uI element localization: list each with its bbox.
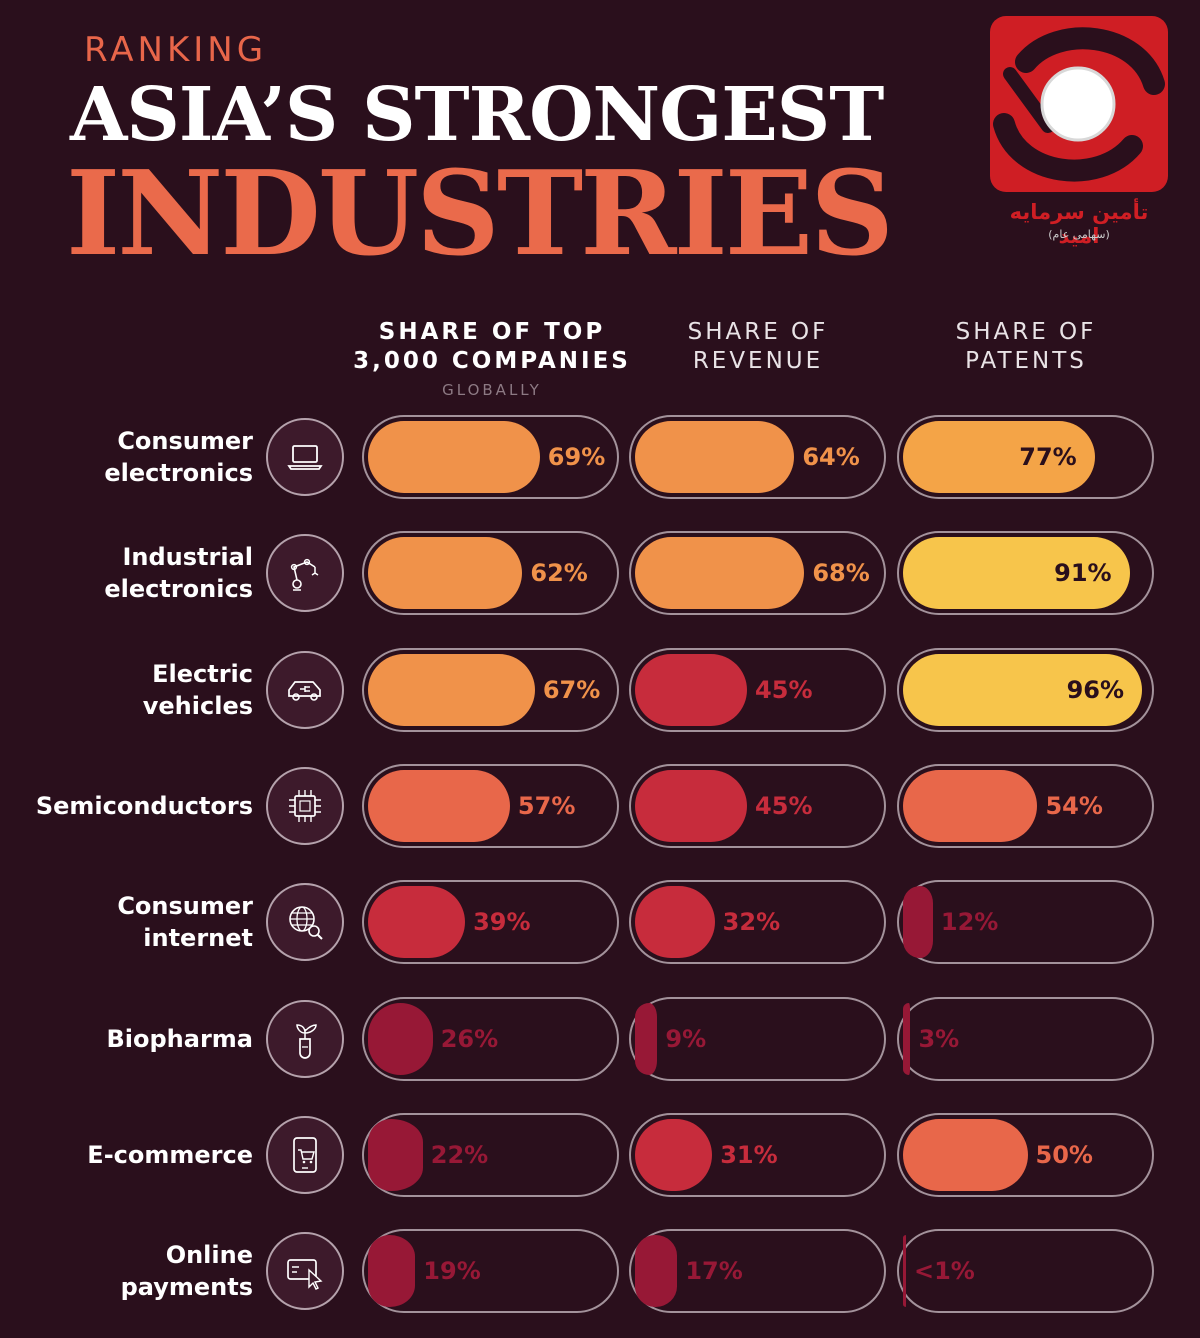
bar-track-companies: 39% (362, 880, 619, 964)
laptop-icon (266, 418, 344, 496)
logo-sub: (سهامی عام) (1048, 228, 1110, 241)
bar-fill (368, 537, 523, 609)
row-label: E-commerce (87, 1141, 253, 1169)
column-header-companies: SHARE OF TOP 3,000 COMPANIES (353, 319, 631, 374)
omid-logo-icon (990, 16, 1168, 192)
bar-fill (635, 654, 748, 726)
column-header-revenue: SHARE OF REVENUE (687, 319, 829, 374)
bar-track-revenue: 17% (629, 1229, 886, 1313)
column-header-patents: SHARE OF PATENTS (955, 319, 1097, 374)
bar-track-patents: 12% (897, 880, 1154, 964)
value-label: 17% (685, 1257, 743, 1285)
value-label: 19% (423, 1257, 481, 1285)
value-label: 39% (473, 908, 531, 936)
bar-track-companies: 57% (362, 764, 619, 848)
bar-fill (368, 421, 540, 493)
row-label: Electric vehicles (142, 660, 253, 720)
value-label: 67% (542, 676, 601, 704)
value-label: 64% (802, 443, 860, 471)
bar-fill (635, 1119, 713, 1191)
bar-fill (903, 1119, 1028, 1191)
bar-track-patents: 91% (897, 531, 1154, 615)
bar-fill (903, 421, 1095, 493)
bar-track-companies: 19% (362, 1229, 619, 1313)
globe-search-icon (266, 883, 344, 961)
bar-fill (903, 1003, 911, 1075)
bar-track-revenue: 9% (629, 997, 886, 1081)
bar-track-patents: 77% (897, 415, 1154, 499)
bar-track-revenue: 32% (629, 880, 886, 964)
bar-fill (368, 1119, 423, 1191)
bar-fill (368, 654, 535, 726)
row-label: Consumer electronics (104, 427, 253, 487)
bar-fill (635, 1003, 658, 1075)
bar-fill (635, 537, 805, 609)
value-label: 26% (440, 1025, 499, 1053)
value-label: 54% (1045, 792, 1103, 820)
value-label: 91% (1054, 559, 1112, 587)
bar-track-patents: 54% (897, 764, 1154, 848)
value-label: 50% (1035, 1141, 1093, 1169)
value-label: 68% (812, 559, 870, 587)
bar-fill (368, 886, 466, 958)
bar-fill (903, 537, 1130, 609)
mobile-cart-icon (266, 1116, 344, 1194)
value-label: 77% (1019, 443, 1077, 471)
value-label: <1% (914, 1257, 975, 1285)
title-line-2: INDUSTRIES (66, 146, 894, 282)
bar-track-patents: 96% (897, 648, 1154, 732)
ranking-kicker: RANKING (84, 30, 268, 70)
column-subheader-globally: GLOBALLY (442, 381, 542, 399)
row-label: Online payments (120, 1241, 253, 1301)
bar-track-companies: 62% (362, 531, 619, 615)
bar-track-revenue: 68% (629, 531, 886, 615)
value-label: 31% (720, 1141, 778, 1169)
bar-track-companies: 22% (362, 1113, 619, 1197)
title-line-1: ASIA’S STRONGEST (70, 72, 884, 158)
value-label: 69% (547, 443, 606, 471)
bar-track-companies: 26% (362, 997, 619, 1081)
value-label: 96% (1066, 676, 1125, 704)
value-label: 57% (517, 792, 576, 820)
row-label: Industrial electronics (104, 543, 253, 603)
bar-track-companies: 67% (362, 648, 619, 732)
row-label: Consumer internet (117, 892, 253, 952)
bar-fill (635, 421, 795, 493)
logo-name: تأمین سرمایه امید (1009, 200, 1149, 248)
bar-track-companies: 69% (362, 415, 619, 499)
brand-logo: تأمین سرمایه امید (سهامی عام) (988, 14, 1170, 248)
value-label: 45% (755, 676, 813, 704)
bar-fill (635, 1235, 678, 1307)
value-label: 22% (430, 1141, 489, 1169)
bar-track-revenue: 45% (629, 648, 886, 732)
test-tube-plant-icon (266, 1000, 344, 1078)
bar-fill (368, 1235, 416, 1307)
value-label: 45% (755, 792, 813, 820)
value-label: 62% (530, 559, 588, 587)
bar-fill (635, 886, 715, 958)
bar-track-revenue: 45% (629, 764, 886, 848)
electric-car-icon (266, 651, 344, 729)
bar-fill (903, 1235, 906, 1307)
bar-track-revenue: 64% (629, 415, 886, 499)
bar-fill (368, 770, 510, 842)
bar-track-patents: <1% (897, 1229, 1154, 1313)
value-label: 12% (940, 908, 999, 936)
bar-track-revenue: 31% (629, 1113, 886, 1197)
bar-fill (903, 654, 1143, 726)
value-label: 3% (918, 1025, 960, 1053)
bar-fill (903, 770, 1038, 842)
bar-fill (635, 770, 748, 842)
value-label: 9% (665, 1025, 707, 1053)
chip-icon (266, 767, 344, 845)
row-label: Biopharma (106, 1025, 253, 1053)
row-label: Semiconductors (35, 792, 253, 820)
bar-fill (903, 886, 933, 958)
bar-track-patents: 50% (897, 1113, 1154, 1197)
card-click-icon (266, 1232, 344, 1310)
robot-arm-icon (266, 534, 344, 612)
bar-fill (368, 1003, 433, 1075)
bar-track-patents: 3% (897, 997, 1154, 1081)
value-label: 32% (722, 908, 781, 936)
